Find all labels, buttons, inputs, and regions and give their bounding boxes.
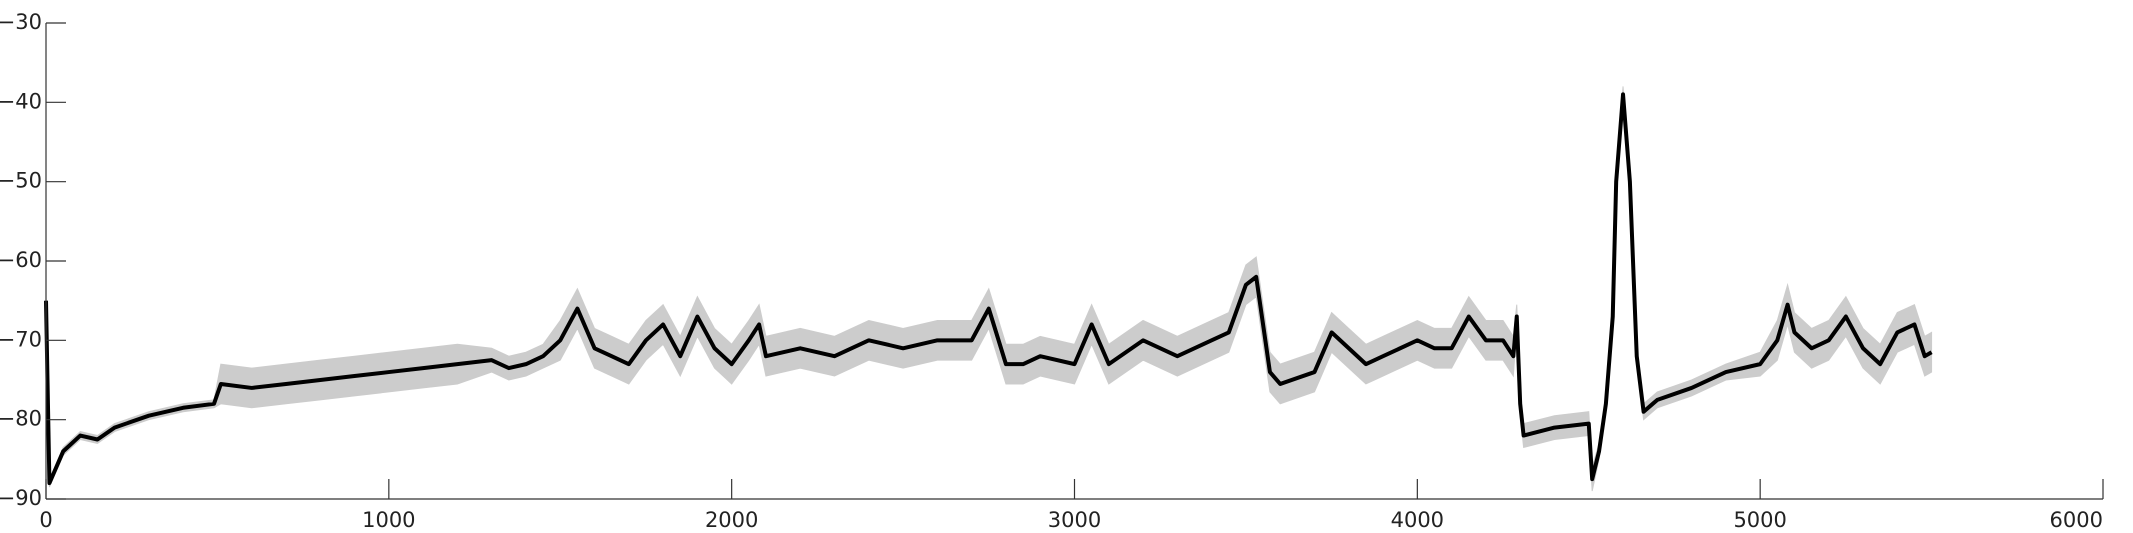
y-tick-label: −90 [0,486,42,510]
x-tick-label: 0 [39,508,52,532]
y-tick-label: −60 [0,248,42,272]
x-tick-label: 4000 [1391,508,1444,532]
y-tick-label: −40 [0,89,42,113]
series-line [44,92,1933,486]
x-tick-label: 2000 [705,508,758,532]
y-tick-label: −30 [0,10,42,34]
y-tick-label: −80 [0,407,42,431]
x-tick-label: 3000 [1048,508,1101,532]
x-tick-label: 5000 [1733,508,1786,532]
y-tick-label: −50 [0,169,42,193]
noise-band [45,86,1933,492]
x-tick-label: 1000 [362,508,415,532]
y-tick-label: −70 [0,327,42,351]
x-tick-label: 6000 [2050,508,2103,532]
